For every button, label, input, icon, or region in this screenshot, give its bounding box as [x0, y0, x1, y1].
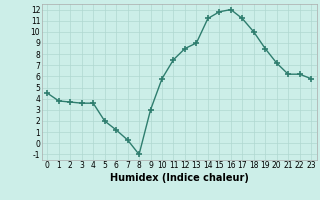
X-axis label: Humidex (Indice chaleur): Humidex (Indice chaleur)	[110, 173, 249, 183]
